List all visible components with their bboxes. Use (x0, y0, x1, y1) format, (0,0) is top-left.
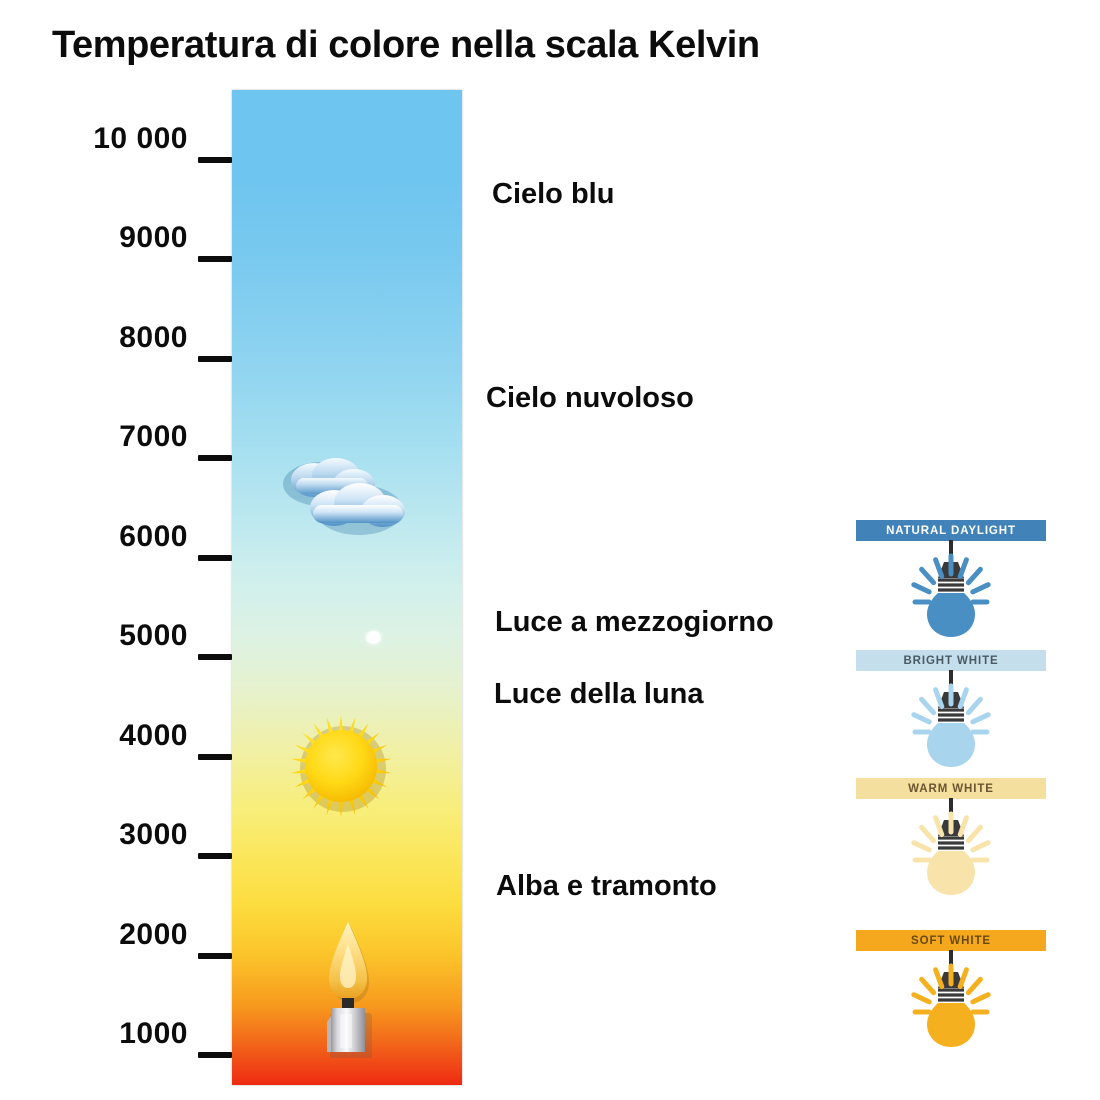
axis-tick-label: 6000 (119, 519, 188, 553)
bulb-card-bright-white[interactable]: BRIGHT WHITE (856, 650, 1046, 780)
bulb-label-text: NATURAL DAYLIGHT (886, 524, 1016, 537)
bulb-label-band: SOFT WHITE (856, 930, 1046, 951)
bulb-card-natural-daylight[interactable]: NATURAL DAYLIGHT (856, 520, 1046, 650)
axis-tick-label: 2000 (119, 917, 188, 951)
bulb-label-band: BRIGHT WHITE (856, 650, 1046, 671)
axis-tick-mark (198, 952, 232, 959)
axis-tick-label: 5000 (119, 619, 188, 653)
phenomenon-label-cielo-blu: Cielo blu (492, 178, 615, 210)
axis-tick-mark (198, 554, 232, 561)
axis-tick-mark (198, 1052, 232, 1059)
phenomenon-label-cielo-nuvoloso: Cielo nuvoloso (486, 382, 694, 414)
bulb-label-text: SOFT WHITE (911, 934, 991, 947)
phenomenon-label-luce-a-mezzogiorno: Luce a mezzogiorno (495, 606, 774, 638)
light-bulb-icon (856, 798, 1046, 908)
axis-tick-label: 3000 (119, 818, 188, 852)
axis-tick-mark (198, 654, 232, 661)
bulb-label-band: NATURAL DAYLIGHT (856, 520, 1046, 541)
axis-tick-label: 8000 (119, 320, 188, 354)
axis-tick-mark (198, 853, 232, 860)
axis-tick-mark (198, 355, 232, 362)
light-bulb-icon (856, 670, 1046, 780)
phenomenon-label-alba-e-tramonto: Alba e tramonto (496, 870, 717, 902)
bulb-card-soft-white[interactable]: SOFT WHITE (856, 930, 1046, 1060)
axis-tick-label: 1000 (119, 1017, 188, 1051)
kelvin-gradient-bar (232, 90, 462, 1085)
axis-tick-mark (198, 753, 232, 760)
axis-tick-label: 7000 (119, 420, 188, 454)
bulb-label-text: BRIGHT WHITE (903, 654, 999, 667)
moon-icon (366, 631, 381, 644)
axis-tick-mark (198, 256, 232, 263)
axis-tick-label: 10 000 (93, 121, 188, 155)
bulb-label-band: WARM WHITE (856, 778, 1046, 799)
light-bulb-icon (856, 950, 1046, 1060)
axis-tick-label: 9000 (119, 221, 188, 255)
bulb-label-text: WARM WHITE (908, 782, 994, 795)
candle-icon (305, 918, 391, 1063)
phenomenon-label-luce-della-luna: Luce della luna (494, 678, 704, 710)
page-title: Temperatura di colore nella scala Kelvin (52, 24, 760, 66)
axis-tick-label: 4000 (119, 718, 188, 752)
light-bulb-icon (856, 540, 1046, 650)
sun-icon (287, 712, 395, 825)
axis-tick-mark (198, 156, 232, 163)
axis-tick-mark (198, 455, 232, 462)
bulb-card-warm-white[interactable]: WARM WHITE (856, 778, 1046, 908)
cloud-icon (278, 450, 418, 545)
